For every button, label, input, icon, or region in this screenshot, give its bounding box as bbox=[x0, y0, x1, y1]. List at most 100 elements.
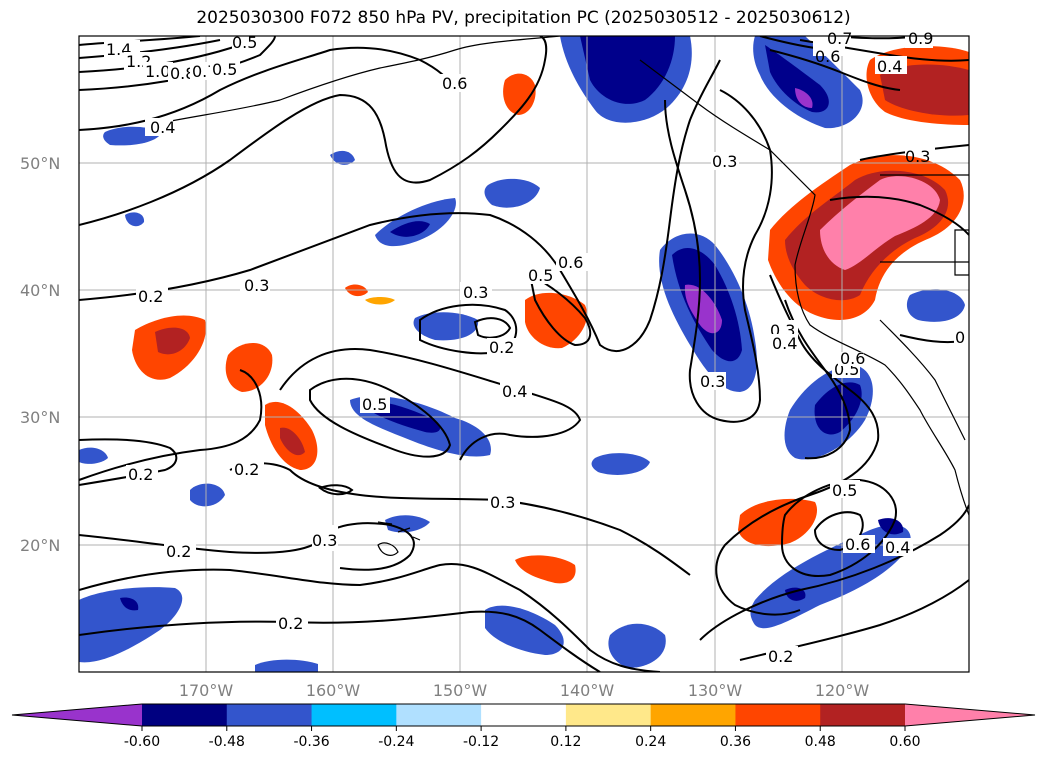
pv-contour bbox=[784, 299, 852, 460]
pv-contour bbox=[309, 377, 452, 458]
contour-label: 0.3 bbox=[905, 147, 930, 166]
pv-contour bbox=[79, 610, 601, 672]
contour-label: 0.5 bbox=[832, 481, 857, 500]
colorbar-segment bbox=[311, 704, 397, 726]
contour-label: 0.3 bbox=[244, 276, 269, 295]
contour-label: 0.5 bbox=[232, 33, 257, 52]
precip-blob bbox=[485, 605, 564, 655]
colorbar-tick-label: 0.24 bbox=[635, 734, 666, 750]
precip-blob bbox=[765, 45, 829, 113]
contour-label: 0.4 bbox=[150, 118, 175, 137]
map-frame bbox=[78, 35, 970, 673]
colorbar-segment bbox=[142, 704, 228, 726]
precip-blob bbox=[413, 312, 479, 341]
precip-blob bbox=[280, 427, 305, 456]
precip-blob bbox=[225, 342, 273, 392]
contour-label: 0.2 bbox=[128, 465, 153, 484]
pv-contour bbox=[79, 563, 661, 672]
coastline bbox=[377, 542, 399, 556]
lat-label: 20°N bbox=[20, 536, 60, 555]
contour-label: 0.9 bbox=[908, 29, 933, 48]
contour-label: 0.3 bbox=[700, 372, 725, 391]
precip-blob bbox=[515, 555, 576, 584]
pv-contour bbox=[79, 46, 456, 131]
precip-blob bbox=[591, 453, 650, 475]
lon-label: 150°W bbox=[433, 681, 488, 700]
contour-label: 0.3 bbox=[490, 493, 515, 512]
precip-blob bbox=[795, 88, 813, 108]
colorbar-tick-label: 0.36 bbox=[720, 734, 751, 750]
lon-label: 160°W bbox=[306, 681, 361, 700]
pv-contour bbox=[528, 273, 592, 347]
contour-label: 0.3 bbox=[712, 152, 737, 171]
colorbar-tick-label: -0.36 bbox=[293, 734, 329, 750]
contour-label: 0.6 bbox=[815, 47, 840, 66]
precip-blob bbox=[580, 36, 675, 104]
precip-blob bbox=[608, 623, 666, 668]
colorbar-segment bbox=[735, 704, 821, 726]
precipitation-layer bbox=[79, 36, 969, 672]
pv-contour bbox=[318, 484, 354, 496]
contour-label: 0.2 bbox=[768, 647, 793, 666]
pv-contour bbox=[664, 89, 773, 423]
coastline bbox=[879, 319, 966, 441]
coastline bbox=[639, 59, 969, 516]
precip-blob bbox=[878, 518, 904, 535]
contour-label: 0.4 bbox=[885, 538, 910, 557]
contour-label: 0.5 bbox=[362, 395, 387, 414]
precip-blob bbox=[525, 292, 588, 349]
pv-contour bbox=[859, 144, 969, 161]
precip-blob bbox=[390, 221, 430, 237]
contour-label: 0.5 bbox=[212, 60, 237, 79]
contour-label: 0.6 bbox=[845, 535, 870, 554]
lat-label: 30°N bbox=[20, 408, 60, 427]
precip-blob bbox=[79, 447, 108, 464]
pv-contour bbox=[79, 369, 263, 481]
colorbar-tick-label: 0.48 bbox=[805, 734, 836, 750]
contour-label: 0.2 bbox=[489, 338, 514, 357]
colorbar: -0.60 -0.48 -0.36 -0.24 -0.12 0.12 0.24 0.36 0.4… bbox=[11, 703, 1036, 750]
map-title: 2025030300 F072 850 hPa PV, precipitatio… bbox=[196, 8, 851, 28]
precip-blob bbox=[484, 178, 540, 208]
colorbar-segment bbox=[565, 704, 652, 726]
colorbar-segment bbox=[226, 704, 313, 726]
pv-contour bbox=[419, 303, 518, 355]
pv-contour bbox=[79, 36, 548, 226]
precip-blob bbox=[79, 587, 183, 663]
contour-label: 0.2 bbox=[278, 614, 303, 633]
colorbar-tick-label: -0.24 bbox=[378, 734, 414, 750]
contour-label: 0.6 bbox=[442, 74, 467, 93]
contour-label: 0.4 bbox=[877, 57, 902, 76]
contour-label: 0.7 bbox=[827, 29, 852, 48]
contour-label: 0.3 bbox=[312, 531, 337, 550]
contour-label: 0.6 bbox=[558, 253, 583, 272]
lon-label: 130°W bbox=[688, 681, 743, 700]
contour-label: 1.0 bbox=[145, 62, 170, 81]
pv-contour bbox=[279, 348, 582, 461]
pv-contour bbox=[79, 438, 178, 486]
colorbar-tick-label: -0.12 bbox=[463, 734, 499, 750]
lat-label: 50°N bbox=[20, 154, 60, 173]
pv-contour bbox=[473, 317, 512, 339]
contour-label: 0 bbox=[955, 328, 965, 347]
pv-contour bbox=[769, 49, 901, 91]
coastline bbox=[149, 36, 561, 126]
contour-label: 0.4 bbox=[502, 382, 527, 401]
lon-label: 170°W bbox=[179, 681, 234, 700]
precip-blob bbox=[820, 176, 940, 270]
precip-blob bbox=[880, 64, 969, 116]
pv-contour bbox=[829, 195, 969, 236]
contour-label: 0.8 bbox=[170, 64, 195, 83]
contour-label: 0.4 bbox=[772, 334, 797, 353]
colorbar-extend-right bbox=[905, 704, 1035, 726]
colorbar-segment bbox=[481, 704, 567, 726]
colorbar-tick-label: 0.12 bbox=[550, 734, 581, 750]
contour-label: 0.5 bbox=[528, 266, 553, 285]
colorbar-tick-label: -0.48 bbox=[209, 734, 245, 750]
contour-label: 0.3 bbox=[463, 283, 488, 302]
pv-contour bbox=[79, 59, 721, 352]
pv-contour bbox=[699, 504, 969, 641]
precip-blob bbox=[120, 597, 139, 611]
contour-label: 0.2 bbox=[166, 542, 191, 561]
